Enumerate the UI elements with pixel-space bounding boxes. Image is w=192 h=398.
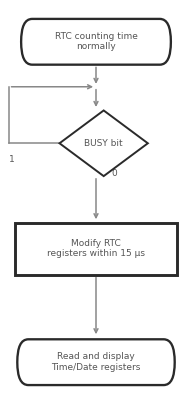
Text: Read and display
Time/Date registers: Read and display Time/Date registers [51,353,141,372]
Text: 0: 0 [111,169,117,178]
Polygon shape [60,110,148,176]
Text: BUSY bit: BUSY bit [84,139,123,148]
FancyBboxPatch shape [21,19,171,64]
FancyBboxPatch shape [17,339,175,385]
Text: 1: 1 [9,155,14,164]
Text: RTC counting time
normally: RTC counting time normally [55,32,137,51]
Bar [15,223,177,275]
Text: Modify RTC
registers within 15 µs: Modify RTC registers within 15 µs [47,239,145,258]
